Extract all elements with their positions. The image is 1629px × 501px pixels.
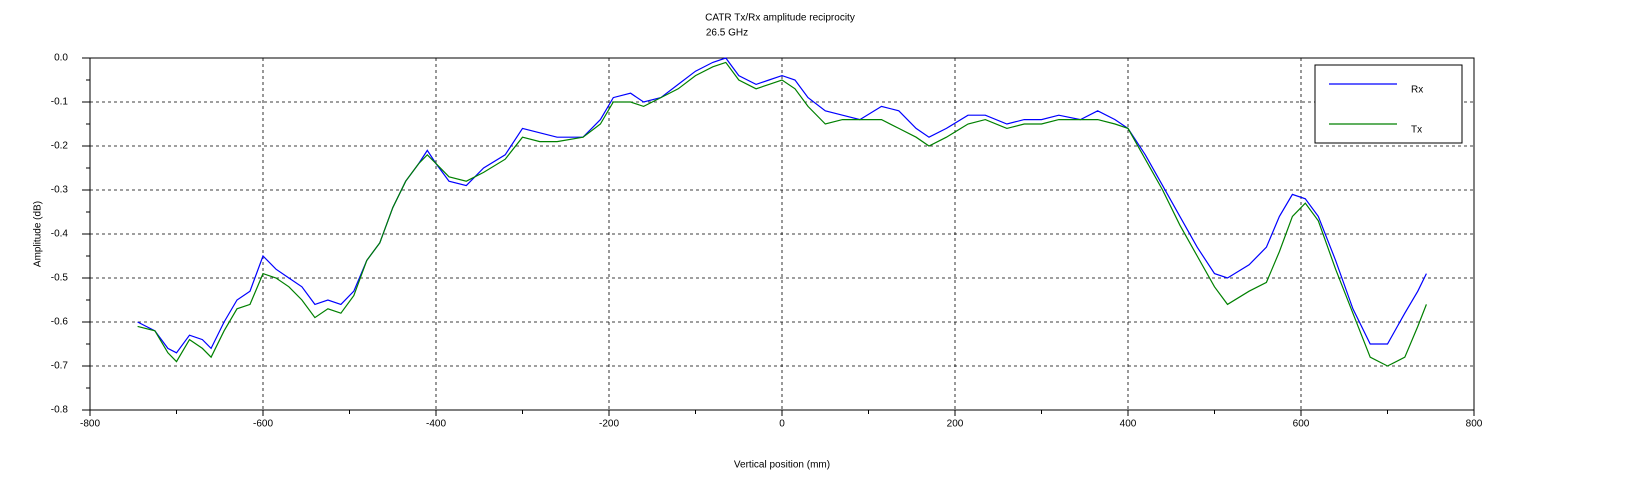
x-tick-label: 0	[779, 419, 785, 430]
legend-label: Rx	[1411, 85, 1423, 96]
chart-subtitle: 26.5 GHz	[706, 28, 748, 39]
data-line	[137, 57, 1427, 354]
legend-box	[1314, 64, 1463, 144]
x-tick-label: -200	[599, 419, 619, 430]
y-tick-label: -0.7	[51, 361, 69, 372]
x-tick-label: -600	[253, 419, 273, 430]
y-tick-label: -0.8	[51, 405, 69, 416]
y-tick-label: -0.3	[51, 185, 69, 196]
x-tick-label: 600	[1293, 419, 1310, 430]
x-tick-label: 800	[1466, 419, 1483, 430]
y-axis-label: Amplitude (dB)	[33, 201, 44, 267]
y-tick-label: -0.6	[51, 317, 69, 328]
y-tick-label: -0.2	[51, 141, 69, 152]
x-tick-label: -400	[426, 419, 446, 430]
y-tick-label: 0.0	[54, 53, 68, 64]
data-line	[137, 61, 1427, 367]
x-tick-label: 200	[947, 419, 964, 430]
chart-title: CATR Tx/Rx amplitude reciprocity	[705, 13, 855, 24]
legend-label: Tx	[1411, 125, 1422, 136]
y-tick-label: -0.4	[51, 229, 69, 240]
x-tick-label: -800	[80, 419, 100, 430]
y-tick-label: -0.5	[51, 273, 69, 284]
y-tick-label: -0.1	[51, 97, 69, 108]
x-axis-label: Vertical position (mm)	[734, 460, 830, 471]
x-tick-label: 400	[1120, 419, 1137, 430]
